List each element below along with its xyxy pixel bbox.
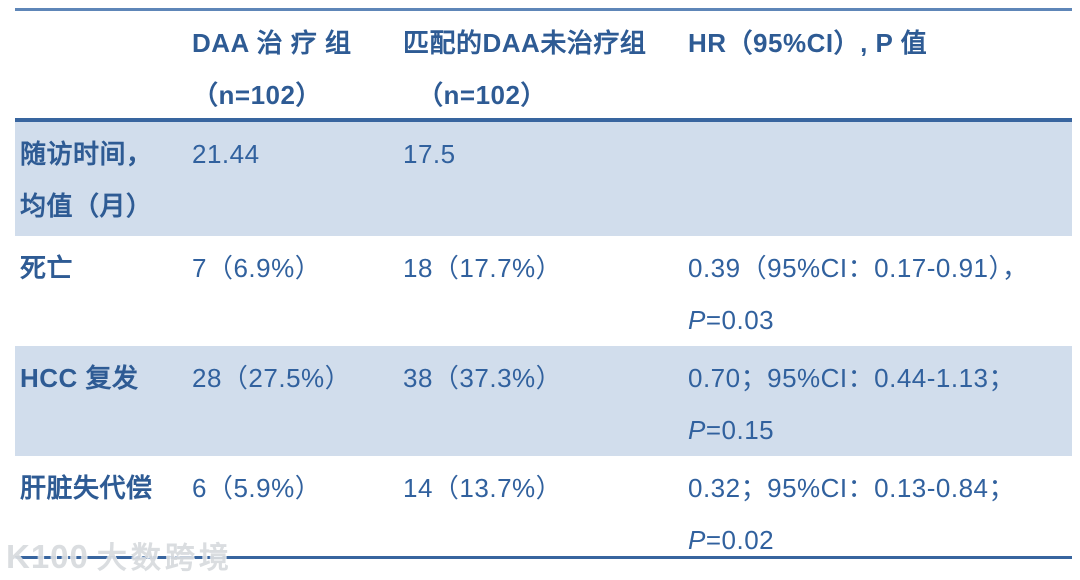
p-value: =0.02	[705, 525, 775, 555]
row-label: 死亡	[20, 253, 74, 283]
header-hr-title: HR（95%CI）, P 值	[688, 28, 928, 58]
hr-value: 0.70；95%CI：0.44-1.13； P=0.15	[688, 363, 1016, 445]
table-header-row: DAA 治 疗 组 （n=102） 匹配的DAA未治疗组 （n=102） HR（…	[15, 11, 1072, 122]
header-col-label	[15, 11, 192, 118]
table-row-death: 死亡 7（6.9%） 18（17.7%） 0.39（95%CI：0.17-0.9…	[15, 236, 1072, 346]
table-row-hcc-recurrence: HCC 复发 28（27.5%） 38（37.3%） 0.70；95%CI：0.…	[15, 346, 1072, 456]
treated-value: 28（27.5%）	[192, 363, 352, 393]
header-daa-treated-n: （n=102）	[192, 80, 322, 110]
header-daa-untreated-title: 匹配的DAA未治疗组	[403, 28, 647, 58]
p-symbol: P	[688, 415, 706, 445]
hr-value	[688, 122, 1072, 236]
p-symbol: P	[688, 525, 706, 555]
hr-value: 0.32；95%CI：0.13-0.84； P=0.02	[688, 473, 1016, 555]
table-row-followup: 随访时间， 均值（月） 21.44 17.5	[15, 122, 1072, 236]
header-col-daa-untreated: 匹配的DAA未治疗组 （n=102）	[403, 11, 688, 118]
watermark-logo: K100	[6, 538, 89, 575]
site-watermark: K100 大数跨境	[6, 533, 233, 577]
row-label: 肝脏失代偿	[20, 473, 153, 503]
treated-value: 7（6.9%）	[192, 253, 322, 283]
p-value: =0.03	[705, 305, 775, 335]
table-row-decompensation: 肝脏失代偿 6（5.9%） 14（13.7%） 0.32；95%CI：0.13-…	[15, 456, 1072, 556]
header-col-hr: HR（95%CI）, P 值	[688, 11, 1072, 118]
p-value: =0.15	[705, 415, 775, 445]
row-label: HCC 复发	[20, 363, 139, 393]
row-label: 随访时间， 均值（月）	[20, 139, 153, 221]
outcomes-table: DAA 治 疗 组 （n=102） 匹配的DAA未治疗组 （n=102） HR（…	[15, 8, 1072, 559]
p-symbol: P	[688, 305, 706, 335]
untreated-value: 38（37.3%）	[403, 363, 563, 393]
watermark-text: 大数跨境	[96, 542, 233, 575]
header-col-daa-treated: DAA 治 疗 组 （n=102）	[192, 11, 403, 118]
header-daa-treated-title: DAA 治 疗 组	[192, 28, 352, 58]
hr-value: 0.39（95%CI：0.17-0.91）， P=0.03	[688, 253, 1029, 335]
header-daa-untreated-n: （n=102）	[417, 80, 547, 110]
untreated-value: 18（17.7%）	[403, 253, 563, 283]
untreated-value: 17.5	[403, 139, 456, 169]
untreated-value: 14（13.7%）	[403, 473, 563, 503]
treated-value: 6（5.9%）	[192, 473, 322, 503]
treated-value: 21.44	[192, 139, 260, 169]
